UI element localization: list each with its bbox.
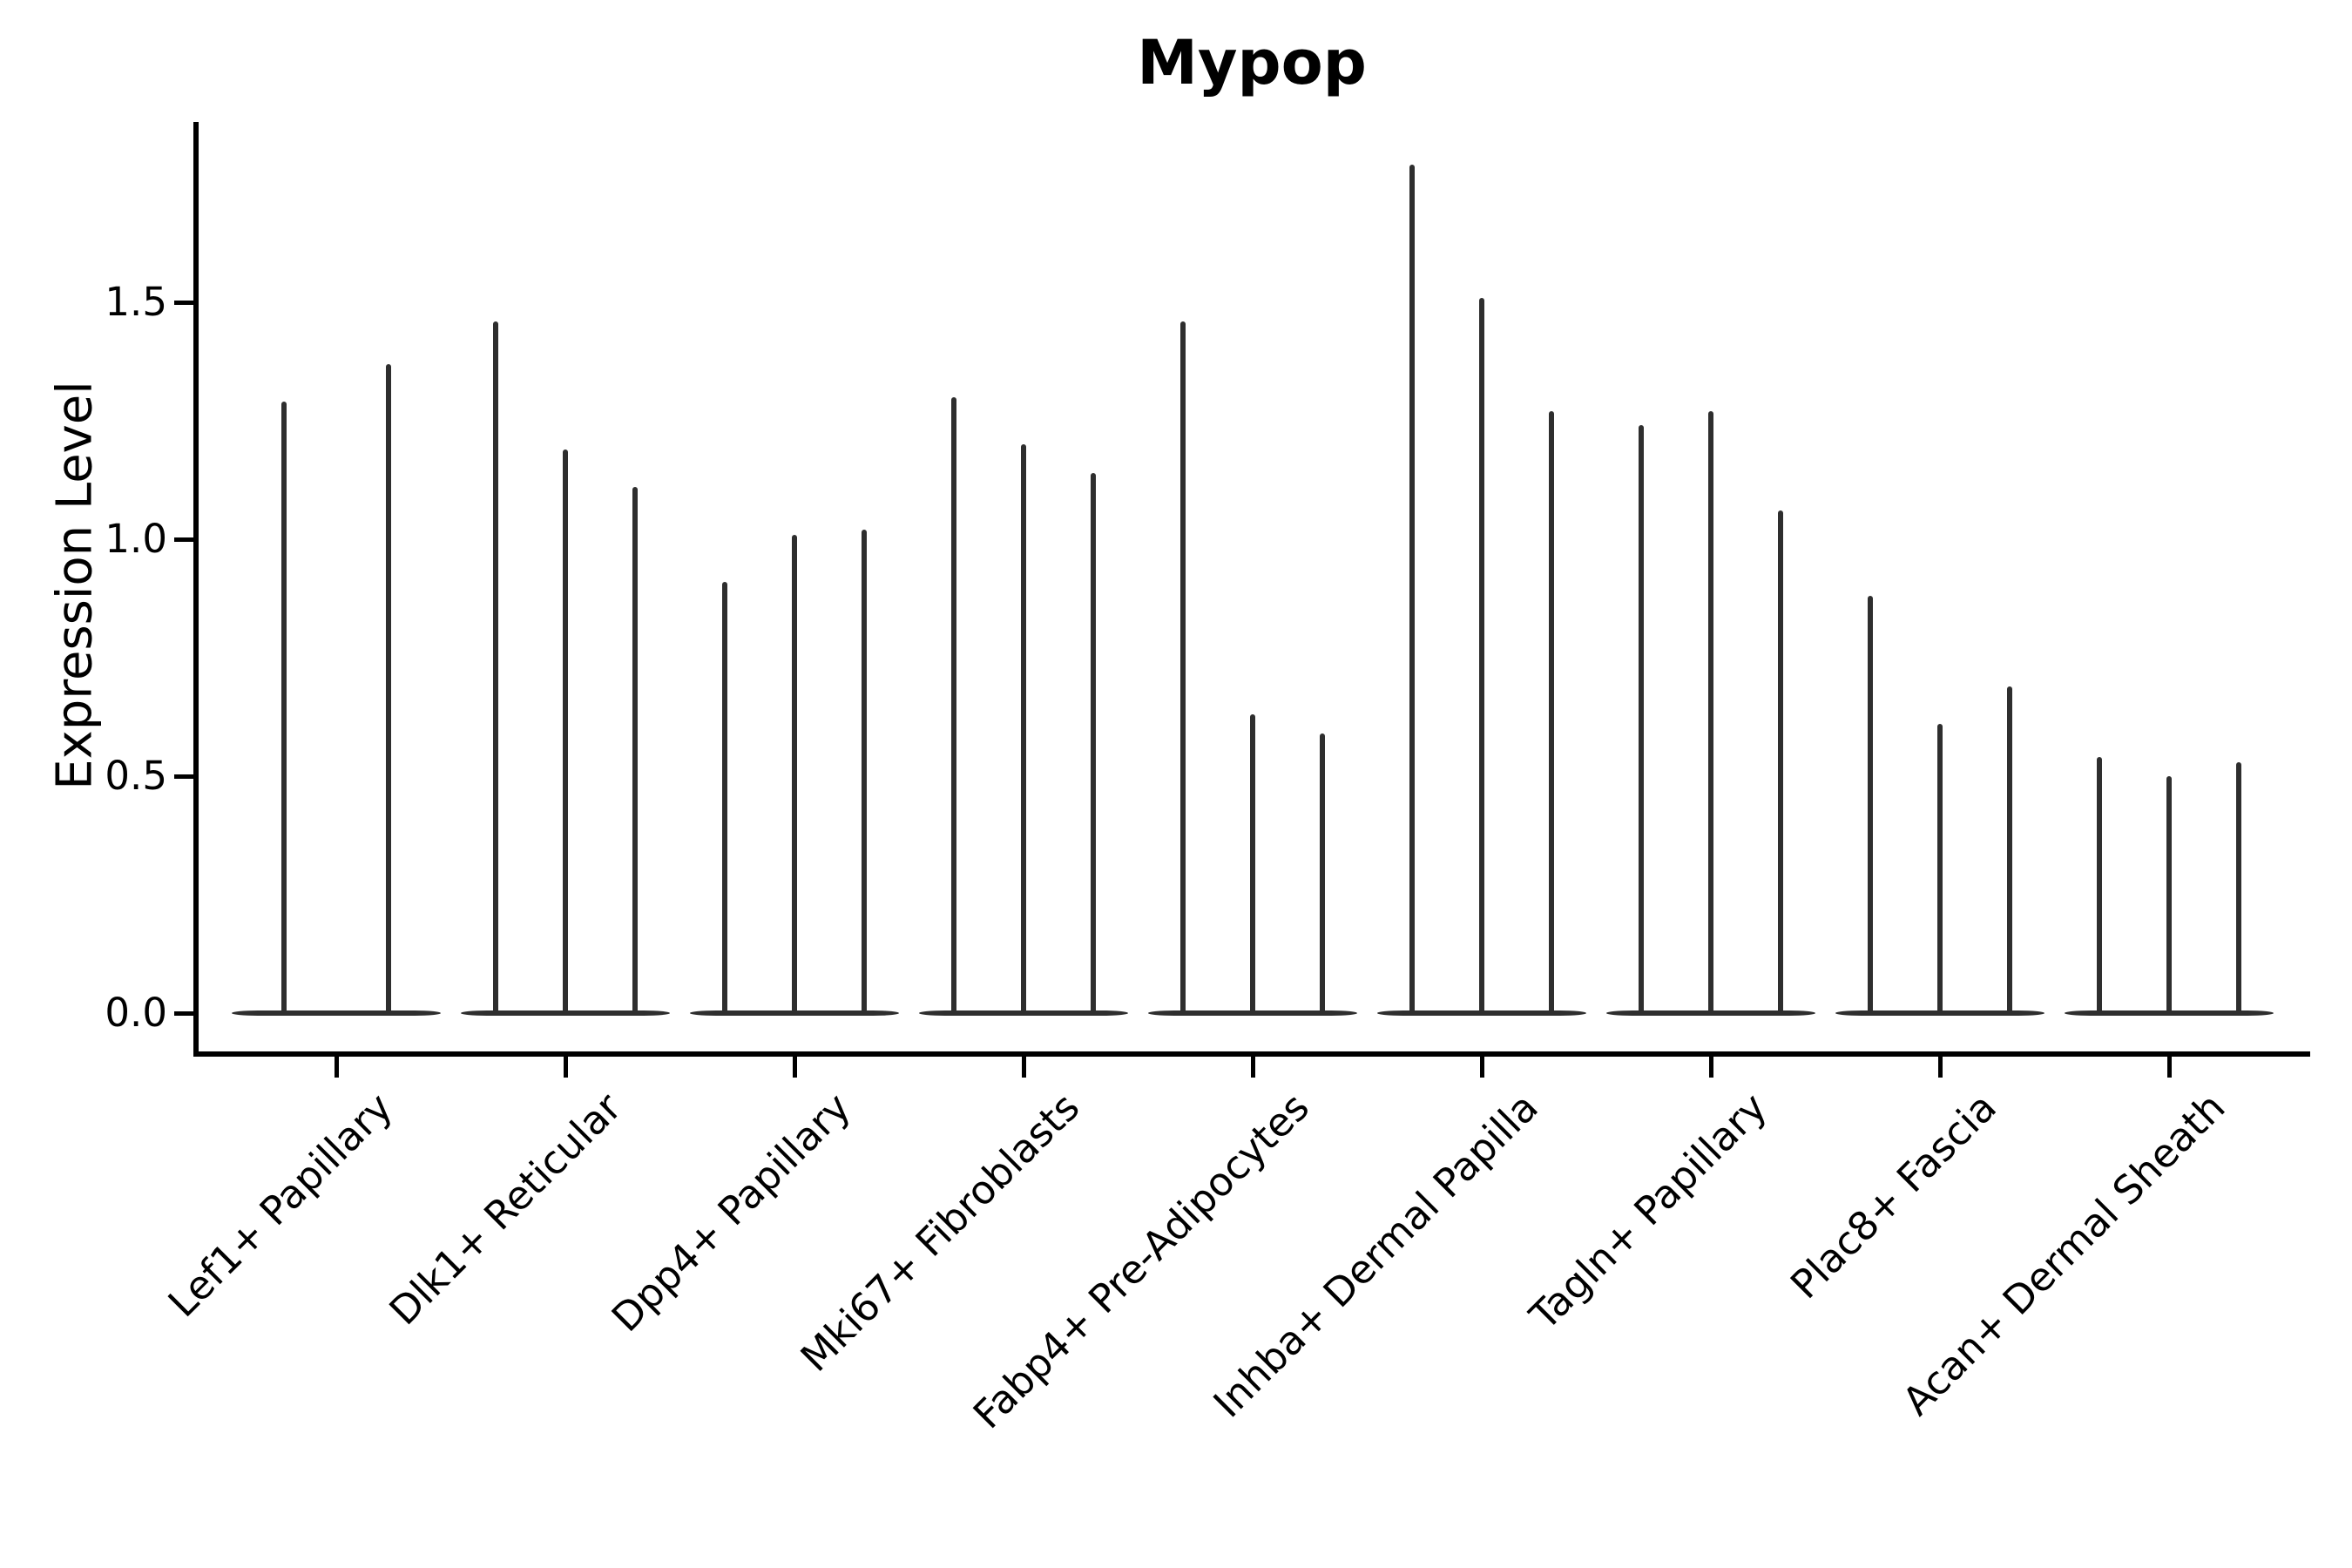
x-tick-mark xyxy=(1250,1057,1255,1078)
violin-spike xyxy=(1778,510,1783,1013)
violin-spike xyxy=(1868,596,1873,1013)
violin-spike xyxy=(2097,757,2102,1013)
x-category-label: Tagln+ Papillary xyxy=(1521,1084,1776,1339)
violin-base xyxy=(1148,1010,1357,1016)
violin-base xyxy=(1377,1010,1586,1016)
violin-spike xyxy=(951,396,956,1013)
x-tick-mark xyxy=(1708,1057,1713,1078)
x-tick-mark xyxy=(1479,1057,1484,1078)
x-category-label: Dlk1+ Reticular xyxy=(380,1084,631,1335)
violin-spike xyxy=(493,321,498,1013)
y-tick-mark xyxy=(174,774,193,779)
y-axis-label: Expression Level xyxy=(46,381,104,790)
x-tick-mark xyxy=(334,1057,339,1078)
violin-spike xyxy=(1021,444,1026,1013)
violin-spike xyxy=(1409,165,1415,1013)
x-tick-mark xyxy=(792,1057,797,1078)
violin-spike xyxy=(1180,321,1186,1013)
y-tick-mark xyxy=(174,300,193,305)
violin-base xyxy=(461,1010,670,1016)
x-tick-mark xyxy=(1937,1057,1943,1078)
y-tick-label: 1.5 xyxy=(105,279,167,325)
violin-spike xyxy=(386,363,391,1013)
violin-spike xyxy=(1708,411,1713,1013)
violin-spike xyxy=(722,581,727,1013)
violin-spike xyxy=(563,449,568,1013)
violin-base xyxy=(1835,1010,2044,1016)
y-tick-mark xyxy=(174,1010,193,1016)
violin-base xyxy=(2065,1010,2274,1016)
violin-base xyxy=(1606,1010,1815,1016)
y-tick-mark xyxy=(174,537,193,542)
x-category-label: Dpp4+ Papillary xyxy=(602,1084,860,1342)
x-category-label: Plac8+ Fascia xyxy=(1781,1084,2005,1308)
x-tick-mark xyxy=(563,1057,568,1078)
violin-spike xyxy=(2236,761,2241,1013)
violin-base xyxy=(919,1010,1128,1016)
violin-base xyxy=(690,1010,899,1016)
plot-title: Mypop xyxy=(1137,27,1367,98)
y-tick-label: 0.0 xyxy=(105,990,167,1036)
violin-spike xyxy=(1937,724,1943,1013)
violin-spike xyxy=(1091,472,1096,1013)
violin-spike xyxy=(2166,776,2172,1013)
y-tick-label: 1.0 xyxy=(105,516,167,562)
violin-spike xyxy=(862,530,867,1013)
violin-spike xyxy=(1479,297,1484,1013)
violin-spike xyxy=(2007,686,2012,1013)
violin-spike xyxy=(1639,425,1644,1013)
violin-spike xyxy=(1320,733,1325,1013)
violin-spike xyxy=(632,487,638,1013)
x-tick-mark xyxy=(2166,1057,2172,1078)
violin-spike xyxy=(281,402,287,1013)
y-axis-spine xyxy=(193,122,199,1057)
violin-spike xyxy=(1549,411,1554,1013)
violin-base xyxy=(232,1010,441,1016)
y-tick-label: 0.5 xyxy=(105,753,167,799)
violin-spike xyxy=(1250,714,1255,1013)
violin-spike xyxy=(792,534,797,1013)
x-axis-spine xyxy=(193,1051,2310,1057)
x-category-label: Lef1+ Papillary xyxy=(159,1084,402,1327)
x-tick-mark xyxy=(1021,1057,1026,1078)
